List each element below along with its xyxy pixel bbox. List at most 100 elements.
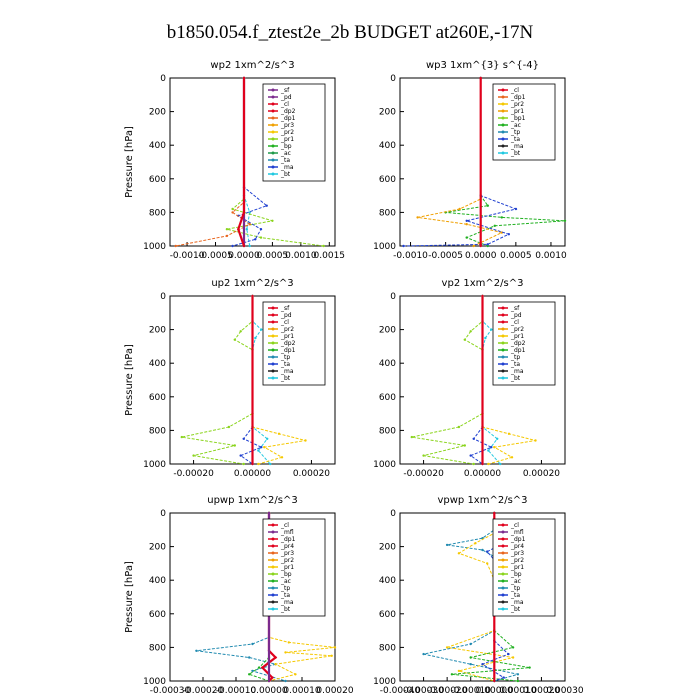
- y-tick-label: 800: [379, 426, 396, 436]
- x-tick-label: 0.00020: [293, 469, 330, 479]
- legend-entry: _ta: [280, 361, 290, 368]
- legend-marker: [271, 88, 275, 92]
- legend-entry: _pr2: [280, 326, 294, 333]
- y-tick-label: 400: [149, 141, 166, 151]
- legend-marker: [271, 320, 275, 324]
- series-point: [195, 649, 198, 652]
- series-point: [469, 642, 472, 646]
- series-point: [514, 207, 518, 211]
- x-tick-label: -0.00010: [450, 686, 491, 696]
- series-point: [528, 666, 531, 669]
- plot-frame: [169, 512, 336, 682]
- legend-marker: [501, 123, 505, 127]
- series-point: [231, 211, 234, 214]
- series-point: [493, 511, 496, 515]
- series-point: [242, 462, 245, 466]
- legend-marker: [501, 341, 505, 345]
- legend-entry: _ma: [280, 368, 294, 375]
- legend-entry: _pr3: [510, 550, 524, 557]
- legend-entry: _dp1: [510, 536, 526, 543]
- legend-entry: _pr4: [280, 543, 294, 550]
- legend-marker: [271, 130, 275, 134]
- x-tick-label: -0.00020: [403, 469, 444, 479]
- series-point: [239, 454, 242, 457]
- legend-entry: _cl: [280, 319, 289, 326]
- legend-marker: [501, 593, 505, 597]
- series-point: [261, 666, 264, 669]
- y-tick-label: 200: [149, 326, 166, 336]
- x-tick-label: 0.00000: [250, 686, 287, 696]
- series-point: [333, 646, 337, 649]
- legend-marker: [501, 109, 505, 113]
- legend-marker: [501, 355, 505, 359]
- series-point: [490, 446, 493, 449]
- x-tick-label: 0.00010: [499, 686, 536, 696]
- x-tick-label: 0.0005: [500, 251, 532, 261]
- series-point: [248, 244, 251, 248]
- legend-entry: _pr2: [510, 101, 524, 108]
- series-point: [534, 439, 537, 442]
- legend-marker: [501, 306, 505, 310]
- series-point: [486, 243, 489, 246]
- y-tick-label: 400: [149, 359, 166, 369]
- series-point: [260, 328, 263, 331]
- x-tick-label: 0.0010: [285, 251, 317, 261]
- series-point: [463, 338, 466, 341]
- series-point: [192, 454, 195, 457]
- legend-marker: [271, 306, 275, 310]
- legend-entry: _pr3: [280, 122, 294, 129]
- series-line-2: [417, 78, 504, 247]
- series-point: [469, 454, 472, 457]
- legend-entry: _bt: [280, 606, 291, 613]
- legend-entry: _ta: [280, 157, 290, 164]
- series-line-1: [445, 78, 566, 247]
- legend-entry: _dp2: [280, 108, 296, 115]
- series-point: [267, 511, 271, 515]
- chart-title: vp2 1xm^2/s^3: [442, 278, 524, 289]
- series-point: [274, 656, 277, 659]
- series-line-1: [181, 296, 253, 465]
- x-tick-label: -0.0010: [393, 251, 428, 261]
- legend-marker: [501, 95, 505, 99]
- x-tick-label: 0.0000: [465, 251, 497, 261]
- legend-entry: _tp: [510, 354, 520, 361]
- series-point: [260, 446, 263, 449]
- legend-marker: [501, 369, 505, 373]
- legend-marker: [501, 558, 505, 562]
- series-point: [450, 673, 454, 676]
- series-point: [251, 669, 254, 673]
- legend-entry: _ma: [280, 599, 294, 606]
- legend-entry: _mfl: [280, 529, 294, 536]
- x-tick-label: 0.00020: [523, 469, 560, 479]
- legend-entry: _pr1: [280, 333, 294, 340]
- legend-box: [262, 518, 326, 617]
- series-point: [507, 652, 510, 656]
- x-tick-label: 0.0005: [257, 251, 289, 261]
- series-point: [484, 336, 487, 340]
- legend-entry: _bt: [510, 150, 521, 157]
- legend-entry: _dp1: [510, 347, 526, 354]
- y-tick-label: 600: [149, 393, 166, 403]
- legend-entry: _pd: [280, 312, 292, 319]
- chart-panel-4: vp2 1xm^2/s^3 0 200 400 600 800 1000 -0.00020 0.…: [373, 278, 566, 479]
- y-tick-label: 1000: [373, 677, 396, 687]
- series-point: [486, 244, 489, 248]
- chart-title: vpwp 1xm^2/s^3: [437, 495, 527, 506]
- legend-marker: [501, 586, 505, 590]
- series-point: [180, 435, 183, 439]
- legend-entry: _bt: [280, 375, 291, 382]
- plot-frame: [399, 77, 566, 247]
- chart-title: up2 1xm^2/s^3: [211, 278, 293, 289]
- y-tick-label: 400: [149, 576, 166, 586]
- series-point: [472, 462, 475, 466]
- legend-entry: _tp: [510, 585, 520, 592]
- legend-marker: [271, 376, 275, 380]
- series-point: [265, 204, 268, 207]
- series-point: [257, 666, 261, 669]
- legend-marker: [271, 551, 275, 555]
- legend-marker: [271, 558, 275, 562]
- series-point: [493, 679, 496, 683]
- legend-entry: _cl: [510, 319, 519, 326]
- series-point: [516, 673, 520, 676]
- legend-marker: [271, 537, 275, 541]
